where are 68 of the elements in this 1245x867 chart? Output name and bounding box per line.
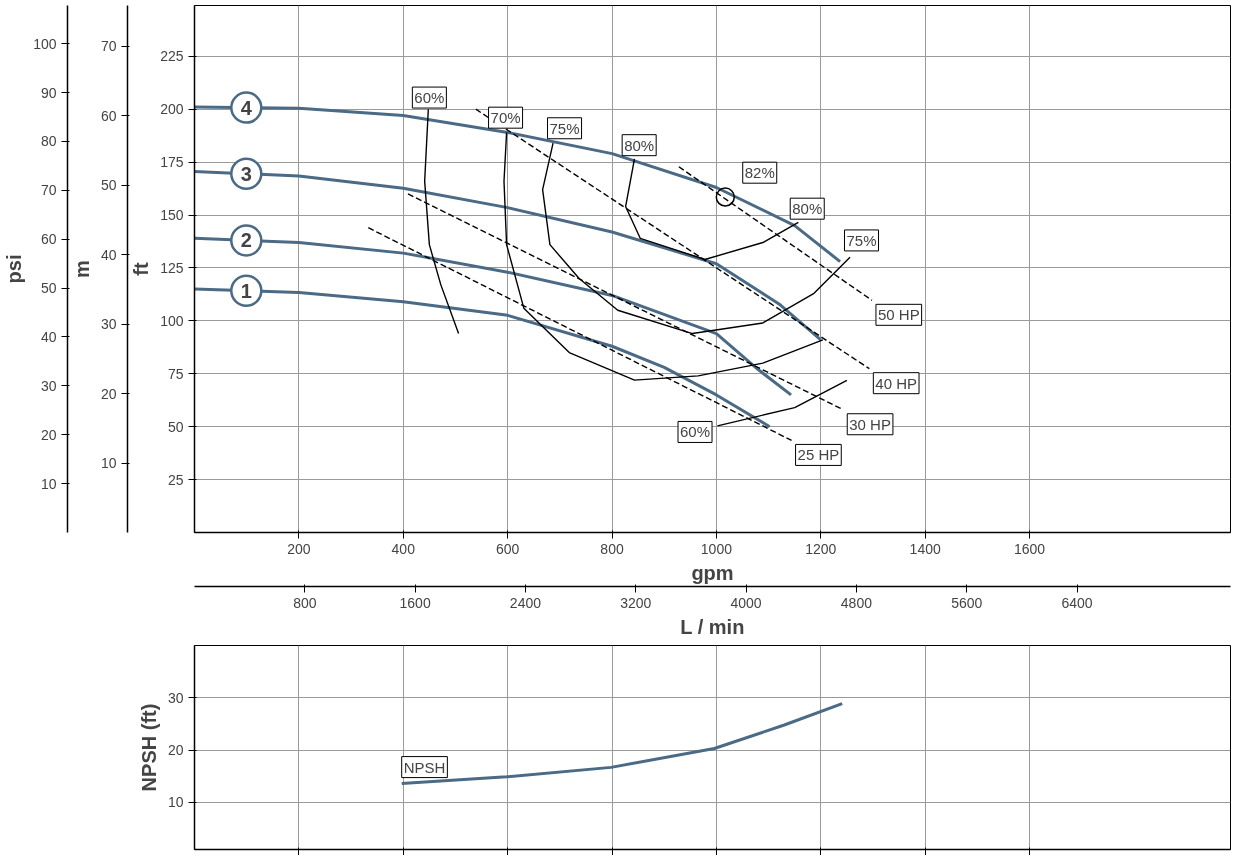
annotation: 50 HP	[877, 306, 920, 324]
series-label: 4	[240, 96, 253, 119]
x2-tick-label: 3200	[620, 594, 652, 611]
y-tick-label: 175	[160, 154, 184, 171]
y-axis-title: NPSH (ft)	[137, 703, 160, 792]
y-tick-label: 50	[167, 418, 184, 435]
annotation: 30 HP	[849, 415, 891, 433]
y-tick-label: 150	[160, 207, 184, 224]
y2-tick-label: 50	[40, 280, 57, 297]
x-tick-label: 1600	[1013, 540, 1046, 557]
y2-axis-title: psi	[3, 254, 26, 284]
annotation: 80%	[624, 136, 655, 154]
y2-tick-label: 80	[40, 133, 57, 150]
y3-tick-label: 20	[100, 385, 117, 402]
x2-tick-label: 1600	[399, 594, 431, 611]
y-tick-label: 200	[160, 101, 184, 118]
y-tick-label: 225	[160, 48, 184, 65]
x-tick-label: 1000	[700, 540, 733, 557]
x2-tick-label: 800	[293, 594, 317, 611]
y-tick-label: 125	[160, 259, 184, 276]
series-label: 3	[240, 162, 252, 185]
annotation: 75%	[549, 119, 580, 137]
annotation: NPSH	[403, 758, 446, 776]
annotation: 60%	[414, 89, 445, 107]
annotation: 40 HP	[875, 374, 918, 392]
y2-tick-label: 30	[40, 377, 57, 394]
y3-tick-label: 50	[100, 177, 117, 194]
annotation: 70%	[490, 109, 521, 127]
y3-tick-label: 10	[100, 455, 117, 472]
y3-tick-label: 70	[100, 38, 117, 55]
annotation: 25 HP	[797, 446, 840, 464]
y2-tick-label: 100	[33, 35, 57, 52]
x2-axis-title: L / min	[680, 615, 745, 638]
x-tick-label: 600	[495, 540, 520, 557]
y-tick-label: 100	[160, 312, 184, 329]
x-axis-title: gpm	[691, 561, 734, 584]
series-label: 2	[240, 229, 252, 252]
x2-tick-label: 5600	[951, 594, 983, 611]
y-axis-title: ft	[130, 262, 153, 276]
y3-tick-label: 30	[100, 316, 117, 333]
x-tick-label: 200	[287, 540, 311, 557]
y2-tick-label: 20	[40, 426, 57, 443]
x2-tick-label: 4000	[730, 594, 762, 611]
x-tick-label: 1200	[805, 540, 837, 557]
annotation: 80%	[792, 200, 823, 218]
y3-tick-label: 60	[100, 107, 117, 124]
annotation: 60%	[680, 423, 711, 441]
y-tick-label: 25	[167, 471, 184, 488]
series-label: 1	[240, 279, 252, 302]
x-tick-label: 800	[600, 540, 624, 557]
x2-tick-label: 6400	[1061, 594, 1093, 611]
annotation: 75%	[846, 231, 877, 249]
annotation: 82%	[744, 164, 775, 182]
y3-axis-title: m	[70, 260, 93, 278]
y2-tick-label: 60	[40, 231, 57, 248]
y2-tick-label: 90	[40, 84, 57, 101]
x-tick-label: 400	[391, 540, 416, 557]
y2-tick-label: 70	[40, 182, 57, 199]
y3-tick-label: 40	[100, 246, 117, 263]
x2-tick-label: 2400	[509, 594, 542, 611]
y-tick-label: 20	[167, 742, 184, 759]
y-tick-label: 30	[167, 689, 184, 706]
y-tick-label: 75	[167, 365, 184, 382]
y-tick-label: 10	[167, 794, 184, 811]
y2-tick-label: 40	[40, 328, 57, 345]
x-tick-label: 1400	[909, 540, 941, 557]
x2-tick-label: 4800	[840, 594, 873, 611]
y2-tick-label: 10	[40, 475, 57, 492]
